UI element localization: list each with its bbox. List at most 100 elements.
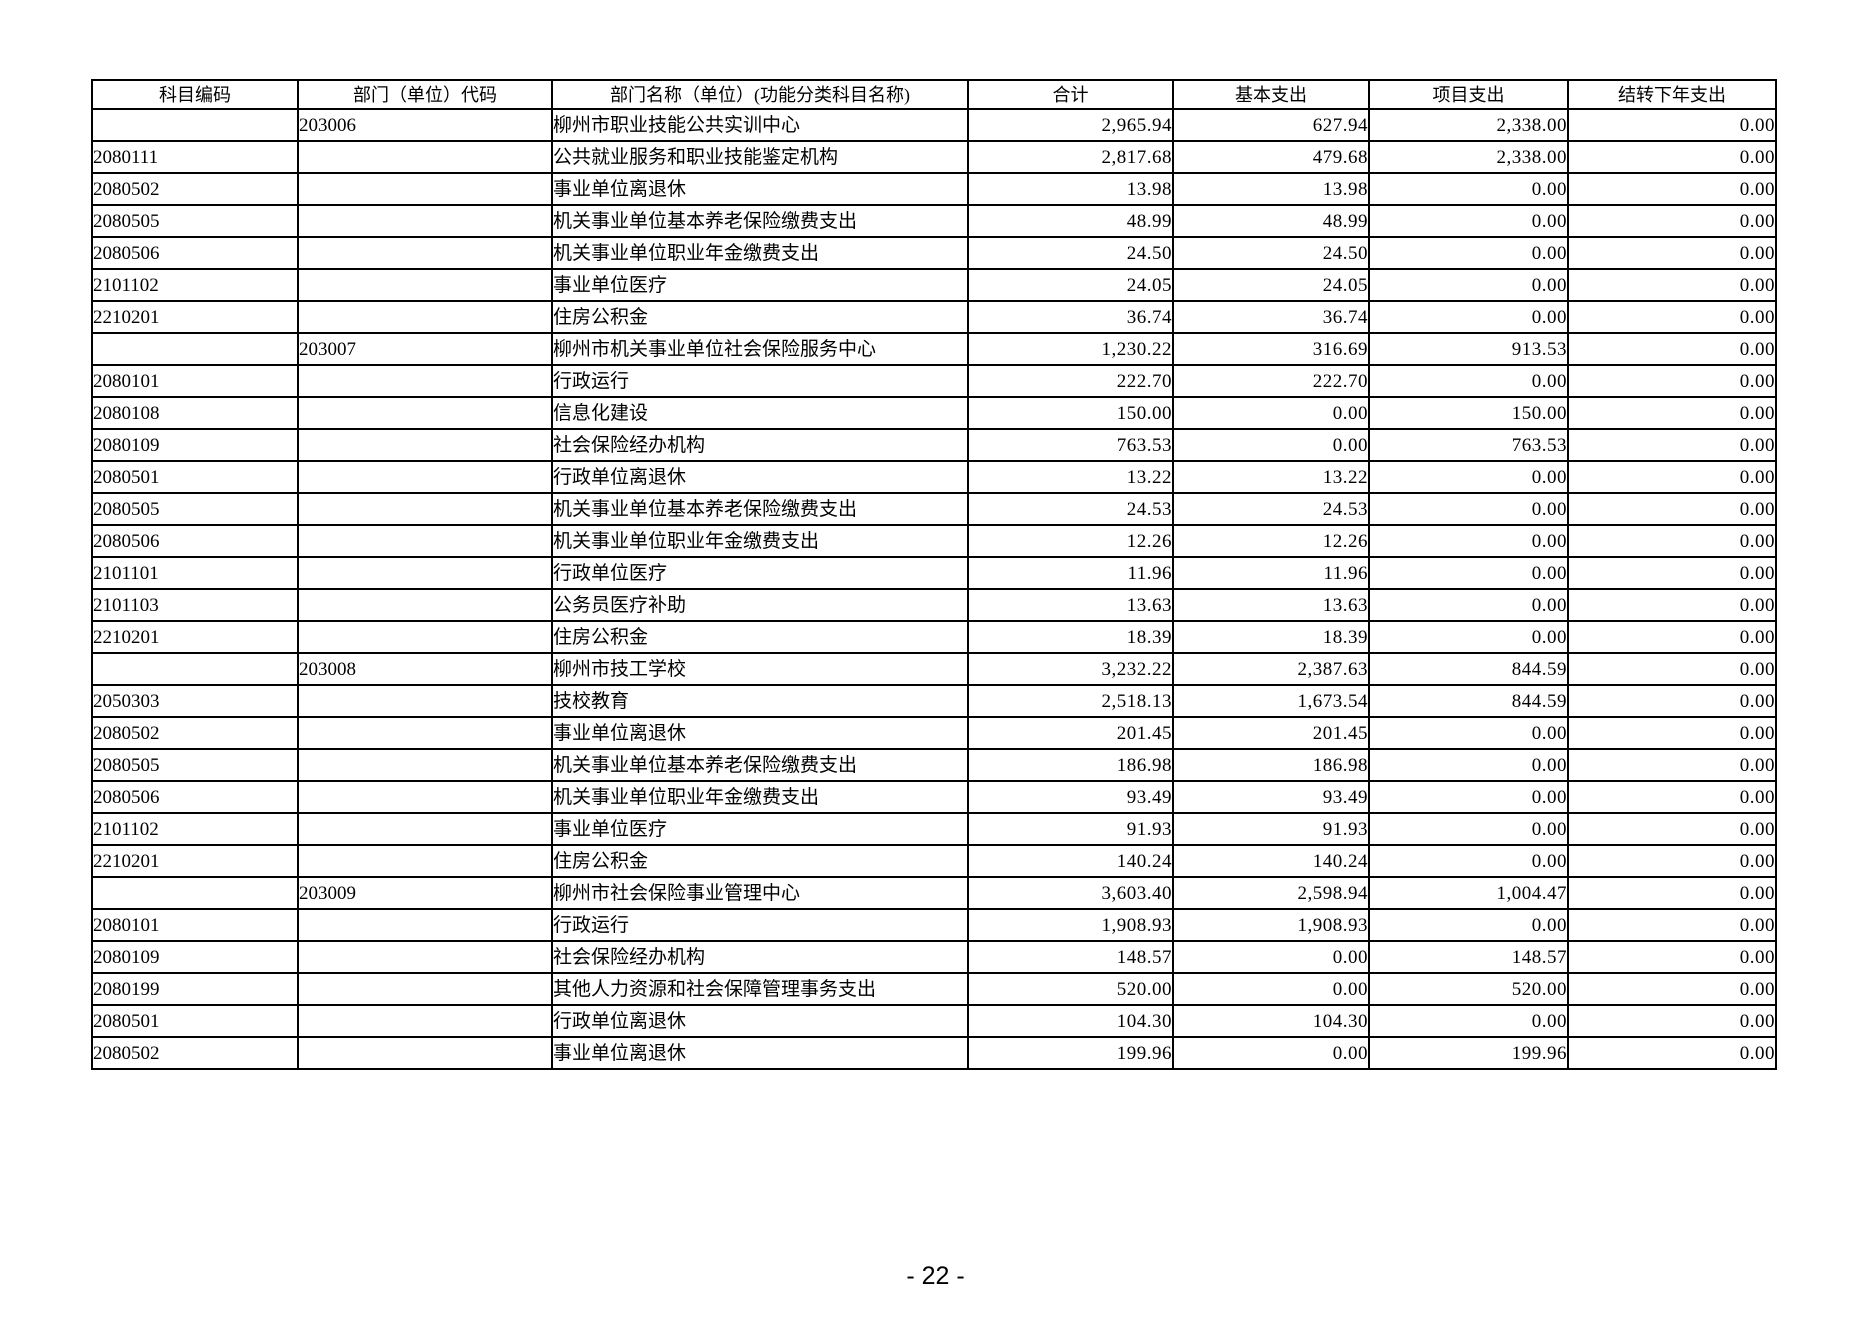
cell-basic-expenditure: 13.22: [1172, 460, 1370, 494]
cell-dept-code: [297, 460, 553, 494]
cell-dept-code: 203007: [297, 332, 553, 366]
cell-subject-code: [91, 108, 299, 142]
table-row: 2101103 公务员医疗补助 13.63 13.63 0.00 0.00: [91, 588, 1777, 622]
cell-basic-expenditure: 479.68: [1172, 140, 1370, 174]
cell-carryover-expenditure: 0.00: [1567, 1004, 1777, 1038]
cell-basic-expenditure: 0.00: [1172, 396, 1370, 430]
cell-carryover-expenditure: 0.00: [1567, 716, 1777, 750]
cell-total: 199.96: [967, 1036, 1174, 1070]
cell-project-expenditure: 0.00: [1368, 364, 1569, 398]
cell-project-expenditure: 0.00: [1368, 172, 1569, 206]
cell-total: 1,908.93: [967, 908, 1174, 942]
cell-dept-code: [297, 780, 553, 814]
cell-subject-code: 2210201: [91, 844, 299, 878]
cell-carryover-expenditure: 0.00: [1567, 780, 1777, 814]
cell-total: 201.45: [967, 716, 1174, 750]
cell-project-expenditure: 150.00: [1368, 396, 1569, 430]
cell-project-expenditure: 0.00: [1368, 812, 1569, 846]
budget-table-container: 科目编码 部门（单位）代码 部门名称（单位）(功能分类科目名称) 合计 基本支出…: [91, 79, 1777, 1070]
cell-carryover-expenditure: 0.00: [1567, 268, 1777, 302]
column-header-total: 合计: [967, 79, 1174, 110]
cell-subject-code: 2101101: [91, 556, 299, 590]
cell-dept-name: 柳州市职业技能公共实训中心: [551, 108, 969, 142]
table-row: 2210201 住房公积金 140.24 140.24 0.00 0.00: [91, 844, 1777, 878]
table-row: 2210201 住房公积金 18.39 18.39 0.00 0.00: [91, 620, 1777, 654]
cell-project-expenditure: 0.00: [1368, 268, 1569, 302]
cell-subject-code: [91, 876, 299, 910]
table-row: 2080505 机关事业单位基本养老保险缴费支出 48.99 48.99 0.0…: [91, 204, 1777, 238]
cell-carryover-expenditure: 0.00: [1567, 972, 1777, 1006]
cell-project-expenditure: 0.00: [1368, 204, 1569, 238]
cell-dept-code: [297, 972, 553, 1006]
cell-carryover-expenditure: 0.00: [1567, 940, 1777, 974]
cell-dept-name: 柳州市技工学校: [551, 652, 969, 686]
cell-total: 148.57: [967, 940, 1174, 974]
cell-dept-code: [297, 524, 553, 558]
cell-dept-name: 行政单位离退休: [551, 1004, 969, 1038]
cell-project-expenditure: 0.00: [1368, 748, 1569, 782]
cell-dept-code: [297, 556, 553, 590]
table-row: 2080501 行政单位离退休 104.30 104.30 0.00 0.00: [91, 1004, 1777, 1038]
cell-dept-name: 机关事业单位职业年金缴费支出: [551, 780, 969, 814]
cell-dept-name: 机关事业单位基本养老保险缴费支出: [551, 748, 969, 782]
budget-table: 科目编码 部门（单位）代码 部门名称（单位）(功能分类科目名称) 合计 基本支出…: [91, 79, 1777, 1070]
table-row: 2080506 机关事业单位职业年金缴费支出 93.49 93.49 0.00 …: [91, 780, 1777, 814]
cell-dept-code: [297, 428, 553, 462]
cell-total: 13.63: [967, 588, 1174, 622]
cell-dept-code: [297, 1004, 553, 1038]
cell-project-expenditure: 0.00: [1368, 844, 1569, 878]
cell-basic-expenditure: 24.05: [1172, 268, 1370, 302]
cell-total: 93.49: [967, 780, 1174, 814]
cell-dept-code: [297, 268, 553, 302]
cell-basic-expenditure: 0.00: [1172, 1036, 1370, 1070]
cell-subject-code: 2210201: [91, 300, 299, 334]
cell-dept-name: 事业单位离退休: [551, 172, 969, 206]
cell-dept-name: 事业单位医疗: [551, 812, 969, 846]
cell-basic-expenditure: 91.93: [1172, 812, 1370, 846]
cell-total: 48.99: [967, 204, 1174, 238]
cell-dept-name: 住房公积金: [551, 620, 969, 654]
cell-basic-expenditure: 104.30: [1172, 1004, 1370, 1038]
table-row: 2080109 社会保险经办机构 148.57 0.00 148.57 0.00: [91, 940, 1777, 974]
cell-subject-code: 2080505: [91, 748, 299, 782]
cell-subject-code: 2080101: [91, 364, 299, 398]
cell-subject-code: 2080506: [91, 236, 299, 270]
page-number: - 22 -: [906, 1262, 965, 1290]
cell-total: 24.05: [967, 268, 1174, 302]
cell-carryover-expenditure: 0.00: [1567, 396, 1777, 430]
cell-carryover-expenditure: 0.00: [1567, 748, 1777, 782]
cell-basic-expenditure: 13.63: [1172, 588, 1370, 622]
cell-dept-code: [297, 588, 553, 622]
cell-total: 520.00: [967, 972, 1174, 1006]
cell-carryover-expenditure: 0.00: [1567, 844, 1777, 878]
cell-total: 18.39: [967, 620, 1174, 654]
cell-total: 763.53: [967, 428, 1174, 462]
cell-subject-code: 2080108: [91, 396, 299, 430]
cell-project-expenditure: 844.59: [1368, 684, 1569, 718]
cell-basic-expenditure: 1,673.54: [1172, 684, 1370, 718]
cell-carryover-expenditure: 0.00: [1567, 332, 1777, 366]
cell-carryover-expenditure: 0.00: [1567, 588, 1777, 622]
cell-total: 13.22: [967, 460, 1174, 494]
cell-subject-code: 2080199: [91, 972, 299, 1006]
column-header-carryover-expenditure: 结转下年支出: [1567, 79, 1777, 110]
cell-project-expenditure: 0.00: [1368, 716, 1569, 750]
cell-dept-code: [297, 364, 553, 398]
cell-basic-expenditure: 0.00: [1172, 428, 1370, 462]
cell-basic-expenditure: 0.00: [1172, 972, 1370, 1006]
table-row: 2080108 信息化建设 150.00 0.00 150.00 0.00: [91, 396, 1777, 430]
cell-basic-expenditure: 201.45: [1172, 716, 1370, 750]
column-header-dept-code: 部门（单位）代码: [297, 79, 553, 110]
cell-dept-name: 行政单位离退休: [551, 460, 969, 494]
cell-basic-expenditure: 93.49: [1172, 780, 1370, 814]
cell-subject-code: 2080502: [91, 1036, 299, 1070]
cell-project-expenditure: 0.00: [1368, 524, 1569, 558]
cell-dept-name: 社会保险经办机构: [551, 940, 969, 974]
cell-carryover-expenditure: 0.00: [1567, 460, 1777, 494]
header-row: 科目编码 部门（单位）代码 部门名称（单位）(功能分类科目名称) 合计 基本支出…: [91, 79, 1777, 110]
table-row: 2080111 公共就业服务和职业技能鉴定机构 2,817.68 479.68 …: [91, 140, 1777, 174]
table-row: 2080502 事业单位离退休 201.45 201.45 0.00 0.00: [91, 716, 1777, 750]
table-row: 2080199 其他人力资源和社会保障管理事务支出 520.00 0.00 52…: [91, 972, 1777, 1006]
table-row: 2080505 机关事业单位基本养老保险缴费支出 186.98 186.98 0…: [91, 748, 1777, 782]
